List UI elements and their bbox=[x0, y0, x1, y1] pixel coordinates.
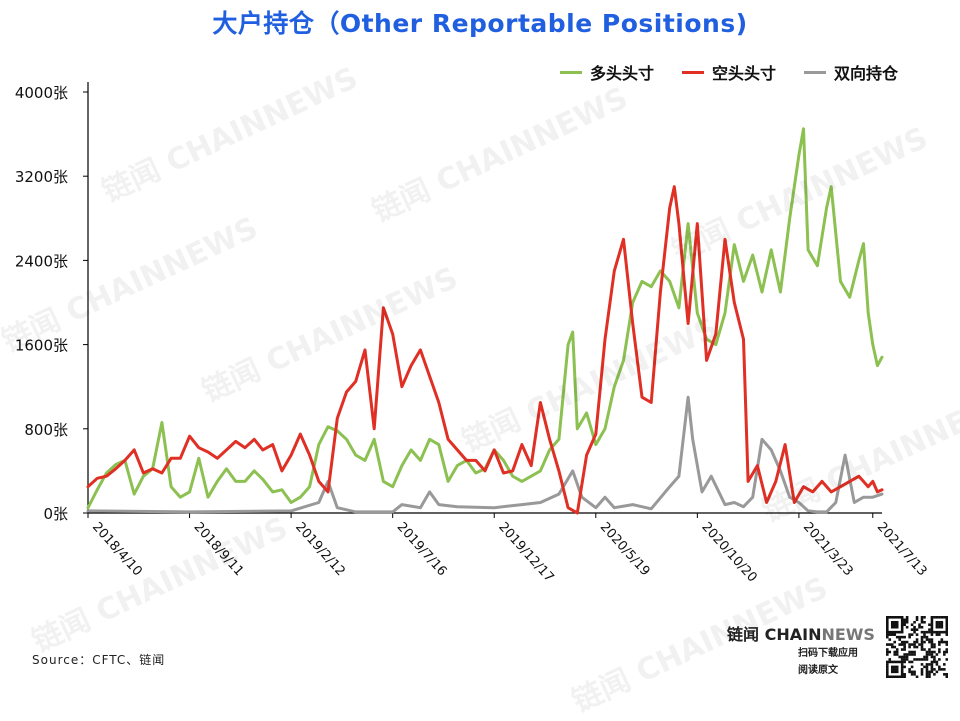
x-tick-label: 2021/3/23 bbox=[800, 520, 856, 580]
series-line-spread bbox=[86, 395, 884, 514]
legend-swatch-spread bbox=[804, 70, 827, 74]
brand-tagline-download: 扫码下载应用 bbox=[798, 648, 858, 659]
x-tick-label: 2019/2/12 bbox=[292, 520, 348, 580]
legend-swatch-short bbox=[682, 70, 705, 74]
legend-label-short: 空头头寸 bbox=[712, 64, 777, 83]
series-line-short bbox=[86, 185, 884, 515]
legend-swatch-long bbox=[560, 70, 582, 74]
y-tick-label: 3200张 bbox=[15, 168, 68, 186]
y-tick-label: 1600张 bbox=[15, 337, 68, 355]
chart-title: 大户持仓（Other Reportable Positions) bbox=[212, 9, 748, 38]
x-tick-label: 2020/10/20 bbox=[698, 520, 759, 586]
chart-plot: 0张 800张 1600张 2400张 3200张 4000张 2018/4/10 2018/… bbox=[15, 82, 930, 586]
qr-code-icon[interactable] bbox=[886, 616, 948, 678]
source-note: Source：CFTC、链闻 bbox=[32, 653, 166, 667]
legend-label-spread: 双向持仓 bbox=[834, 64, 899, 83]
brand-name: 链闻 bbox=[727, 625, 760, 644]
y-tick-label: 0张 bbox=[43, 505, 68, 523]
brand-latin-b: NEWS bbox=[821, 625, 875, 644]
brand-logo: 链闻 CHAINNEWS bbox=[727, 621, 875, 645]
y-tick-label: 800张 bbox=[24, 421, 68, 439]
x-tick-label: 2020/5/19 bbox=[597, 520, 653, 580]
x-tick-label: 2018/4/10 bbox=[89, 520, 145, 580]
x-tick-label: 2019/12/17 bbox=[495, 520, 556, 586]
x-tick-label: 2019/7/16 bbox=[394, 520, 450, 580]
y-tick-label: 2400张 bbox=[15, 252, 68, 270]
brand-latin-a: CHAIN bbox=[764, 625, 822, 644]
x-tick-label: 2021/7/13 bbox=[874, 520, 930, 580]
brand-tagline-read: 阅读原文 bbox=[798, 665, 838, 676]
legend-item-long: 多头头寸 bbox=[560, 60, 654, 84]
legend-item-spread: 双向持仓 bbox=[804, 60, 898, 84]
x-tick-label: 2018/9/11 bbox=[191, 520, 247, 580]
legend-label-long: 多头头寸 bbox=[590, 64, 655, 83]
series-line-long bbox=[86, 127, 884, 510]
legend: 多头头寸 空头头寸 双向持仓 bbox=[560, 60, 898, 84]
legend-item-short: 空头头寸 bbox=[682, 60, 776, 84]
y-tick-label: 4000张 bbox=[15, 84, 68, 102]
